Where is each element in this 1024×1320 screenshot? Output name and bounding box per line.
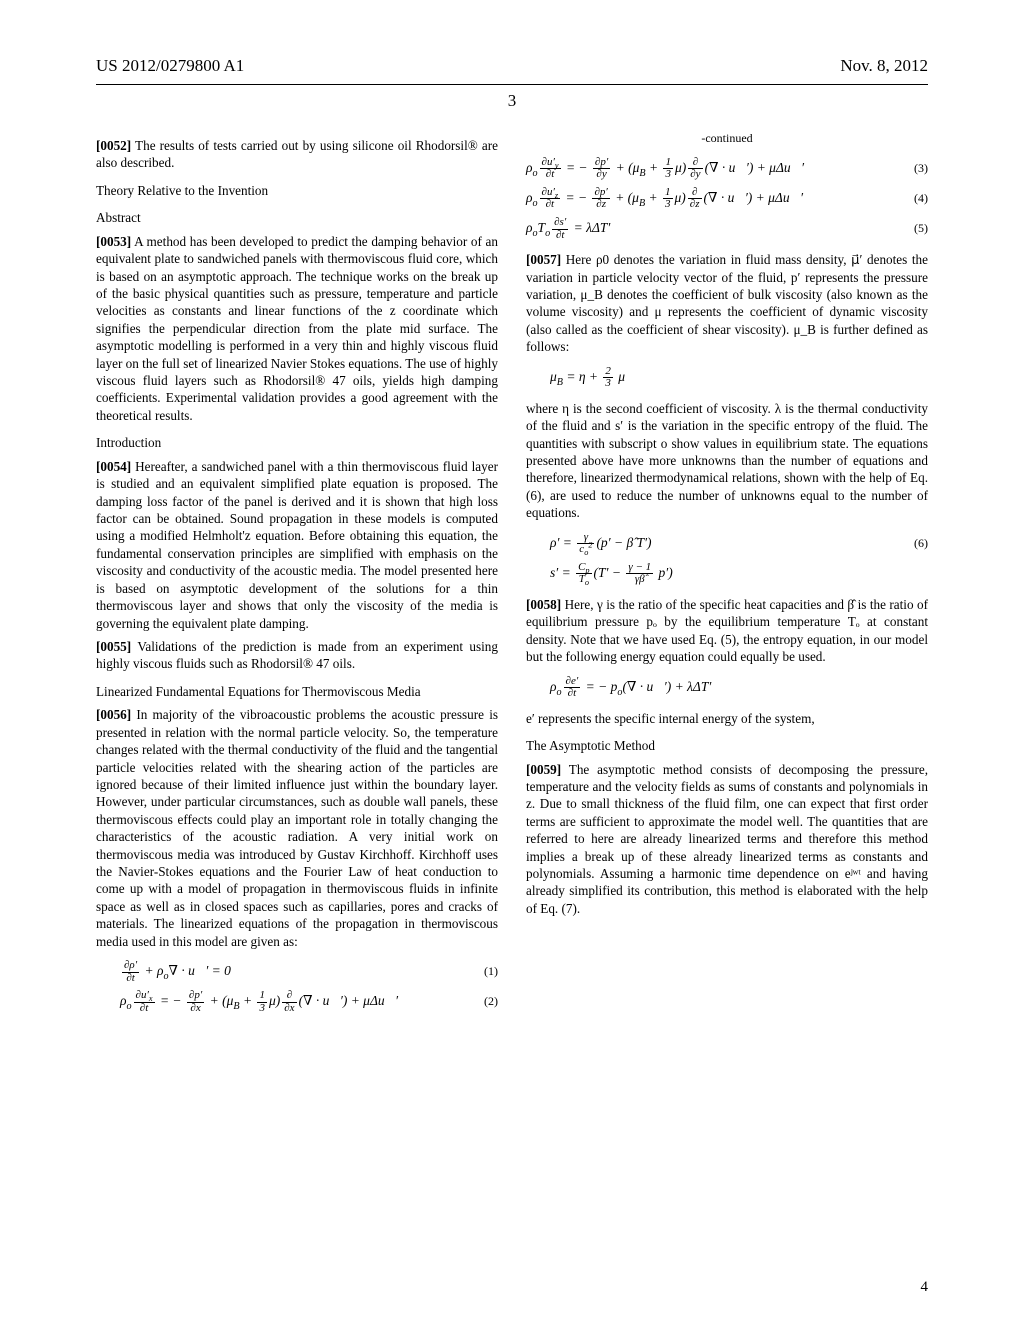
columns: [0052] The results of tests carried out … bbox=[96, 131, 928, 1024]
para-0055: [0055] Validations of the prediction is … bbox=[96, 638, 498, 673]
para-text: The results of tests carried out by usin… bbox=[96, 138, 498, 170]
equation-text: ρo∂u′z∂t = − ∂p′∂z + (μB + 13μ)∂∂z(∇ · u… bbox=[526, 187, 906, 211]
equation-2: ρo∂u′x∂t = − ∂p′∂x + (μB + 13μ)∂∂x(∇ · u… bbox=[120, 990, 498, 1014]
vector-mu: μ⃗′ bbox=[851, 252, 862, 267]
equation-5: ρoTo∂s′∂t = λΔT′ (5) bbox=[526, 217, 928, 241]
heading-linearized: Linearized Fundamental Equations for The… bbox=[96, 683, 498, 700]
equation-3-5: ρo∂u′y∂t = − ∂p′∂y + (μB + 13μ)∂∂y(∇ · u… bbox=[526, 157, 928, 241]
equation-text: ∂ρ′∂t + ρo∇ · u⃗′ = 0 bbox=[120, 960, 476, 984]
para-label: [0059] bbox=[526, 762, 561, 777]
pub-date: Nov. 8, 2012 bbox=[840, 56, 928, 76]
equation-6a: ρ′ = γco2(p′ − β̂ T′) (6) bbox=[550, 532, 928, 556]
page-header: US 2012/0279800 A1 Nov. 8, 2012 bbox=[96, 56, 928, 76]
page: US 2012/0279800 A1 Nov. 8, 2012 3 [0052]… bbox=[0, 0, 1024, 1320]
equation-number: (2) bbox=[484, 994, 498, 1010]
para-0053: [0053] A method has been developed to pr… bbox=[96, 233, 498, 425]
equation-muB: μB = η + 23 μ bbox=[550, 366, 928, 390]
heading-theory: Theory Relative to the Invention bbox=[96, 182, 498, 199]
para-where-eta: where η is the second coefficient of vis… bbox=[526, 400, 928, 522]
page-number-bottom: 4 bbox=[921, 1279, 929, 1296]
equation-6b: s′ = CpTo(T′ − γ − 1γβ̂ p′) bbox=[550, 562, 928, 586]
equation-1-2: ∂ρ′∂t + ρo∇ · u⃗′ = 0 (1) ρo∂u′x∂t = − ∂… bbox=[120, 960, 498, 1014]
equation-6: ρ′ = γco2(p′ − β̂ T′) (6) s′ = CpTo(T′ −… bbox=[550, 532, 928, 586]
para-e-prime: e′ represents the specific internal ener… bbox=[526, 710, 928, 727]
para-label: [0054] bbox=[96, 459, 131, 474]
equation-number: (6) bbox=[914, 536, 928, 552]
equation-text: ρo∂u′y∂t = − ∂p′∂y + (μB + 13μ)∂∂y(∇ · u… bbox=[526, 157, 906, 181]
para-label: [0057] bbox=[526, 252, 561, 267]
heading-asymptotic: The Asymptotic Method bbox=[526, 737, 928, 754]
para-label: [0058] bbox=[526, 597, 561, 612]
para-0052: [0052] The results of tests carried out … bbox=[96, 137, 498, 172]
para-text: denotes the variation in particle veloci… bbox=[526, 252, 928, 354]
equation-number: (5) bbox=[914, 221, 928, 237]
para-label: [0055] bbox=[96, 639, 131, 654]
equation-text: μB = η + 23 μ bbox=[550, 366, 928, 390]
continued-label: -continued bbox=[526, 131, 928, 147]
equation-text: ρoTo∂s′∂t = λΔT′ bbox=[526, 217, 906, 241]
pub-number: US 2012/0279800 A1 bbox=[96, 56, 244, 76]
para-0057: [0057] Here ρ0 denotes the variation in … bbox=[526, 251, 928, 356]
para-0054: [0054] Hereafter, a sandwiched panel wit… bbox=[96, 458, 498, 632]
para-text: Here ρ0 denotes the variation in fluid m… bbox=[561, 252, 851, 267]
para-0056: [0056] In majority of the vibroacoustic … bbox=[96, 706, 498, 950]
para-label: [0056] bbox=[96, 707, 131, 722]
page-number-top: 3 bbox=[96, 91, 928, 111]
heading-introduction: Introduction bbox=[96, 434, 498, 451]
equation-3: ρo∂u′y∂t = − ∂p′∂y + (μB + 13μ)∂∂y(∇ · u… bbox=[526, 157, 928, 181]
para-label: [0052] bbox=[96, 138, 131, 153]
para-label: [0053] bbox=[96, 234, 131, 249]
left-column: [0052] The results of tests carried out … bbox=[96, 131, 498, 1024]
equation-energy: ρo∂e′∂t = − po(∇ · u⃗′) + λΔT′ bbox=[550, 676, 928, 700]
right-column: -continued ρo∂u′y∂t = − ∂p′∂y + (μB + 13… bbox=[526, 131, 928, 1024]
para-0059: [0059] The asymptotic method consists of… bbox=[526, 761, 928, 918]
para-text: Hereafter, a sandwiched panel with a thi… bbox=[96, 459, 498, 631]
equation-number: (3) bbox=[914, 161, 928, 177]
para-0058: [0058] Here, γ is the ratio of the speci… bbox=[526, 596, 928, 666]
equation-1: ∂ρ′∂t + ρo∇ · u⃗′ = 0 (1) bbox=[120, 960, 498, 984]
equation-4: ρo∂u′z∂t = − ∂p′∂z + (μB + 13μ)∂∂z(∇ · u… bbox=[526, 187, 928, 211]
equation-number: (1) bbox=[484, 964, 498, 980]
para-text: Validations of the prediction is made fr… bbox=[96, 639, 498, 671]
para-text: A method has been developed to predict t… bbox=[96, 234, 498, 423]
header-rule bbox=[96, 84, 928, 85]
equation-number: (4) bbox=[914, 191, 928, 207]
equation-text: s′ = CpTo(T′ − γ − 1γβ̂ p′) bbox=[550, 562, 928, 586]
equation-text: ρo∂e′∂t = − po(∇ · u⃗′) + λΔT′ bbox=[550, 676, 928, 700]
para-text: Here, γ is the ratio of the specific hea… bbox=[526, 597, 928, 664]
equation-text: ρo∂u′x∂t = − ∂p′∂x + (μB + 13μ)∂∂x(∇ · u… bbox=[120, 990, 476, 1014]
para-text: The asymptotic method consists of decomp… bbox=[526, 762, 928, 916]
para-text: In majority of the vibroacoustic problem… bbox=[96, 707, 498, 948]
heading-abstract: Abstract bbox=[96, 209, 498, 226]
equation-text: ρ′ = γco2(p′ − β̂ T′) bbox=[550, 532, 906, 556]
